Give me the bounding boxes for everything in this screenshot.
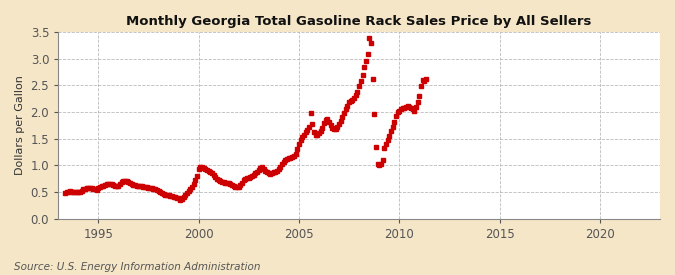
- Title: Monthly Georgia Total Gasoline Rack Sales Price by All Sellers: Monthly Georgia Total Gasoline Rack Sale…: [126, 15, 592, 28]
- Text: Source: U.S. Energy Information Administration: Source: U.S. Energy Information Administ…: [14, 262, 260, 272]
- Y-axis label: Dollars per Gallon: Dollars per Gallon: [15, 75, 25, 175]
